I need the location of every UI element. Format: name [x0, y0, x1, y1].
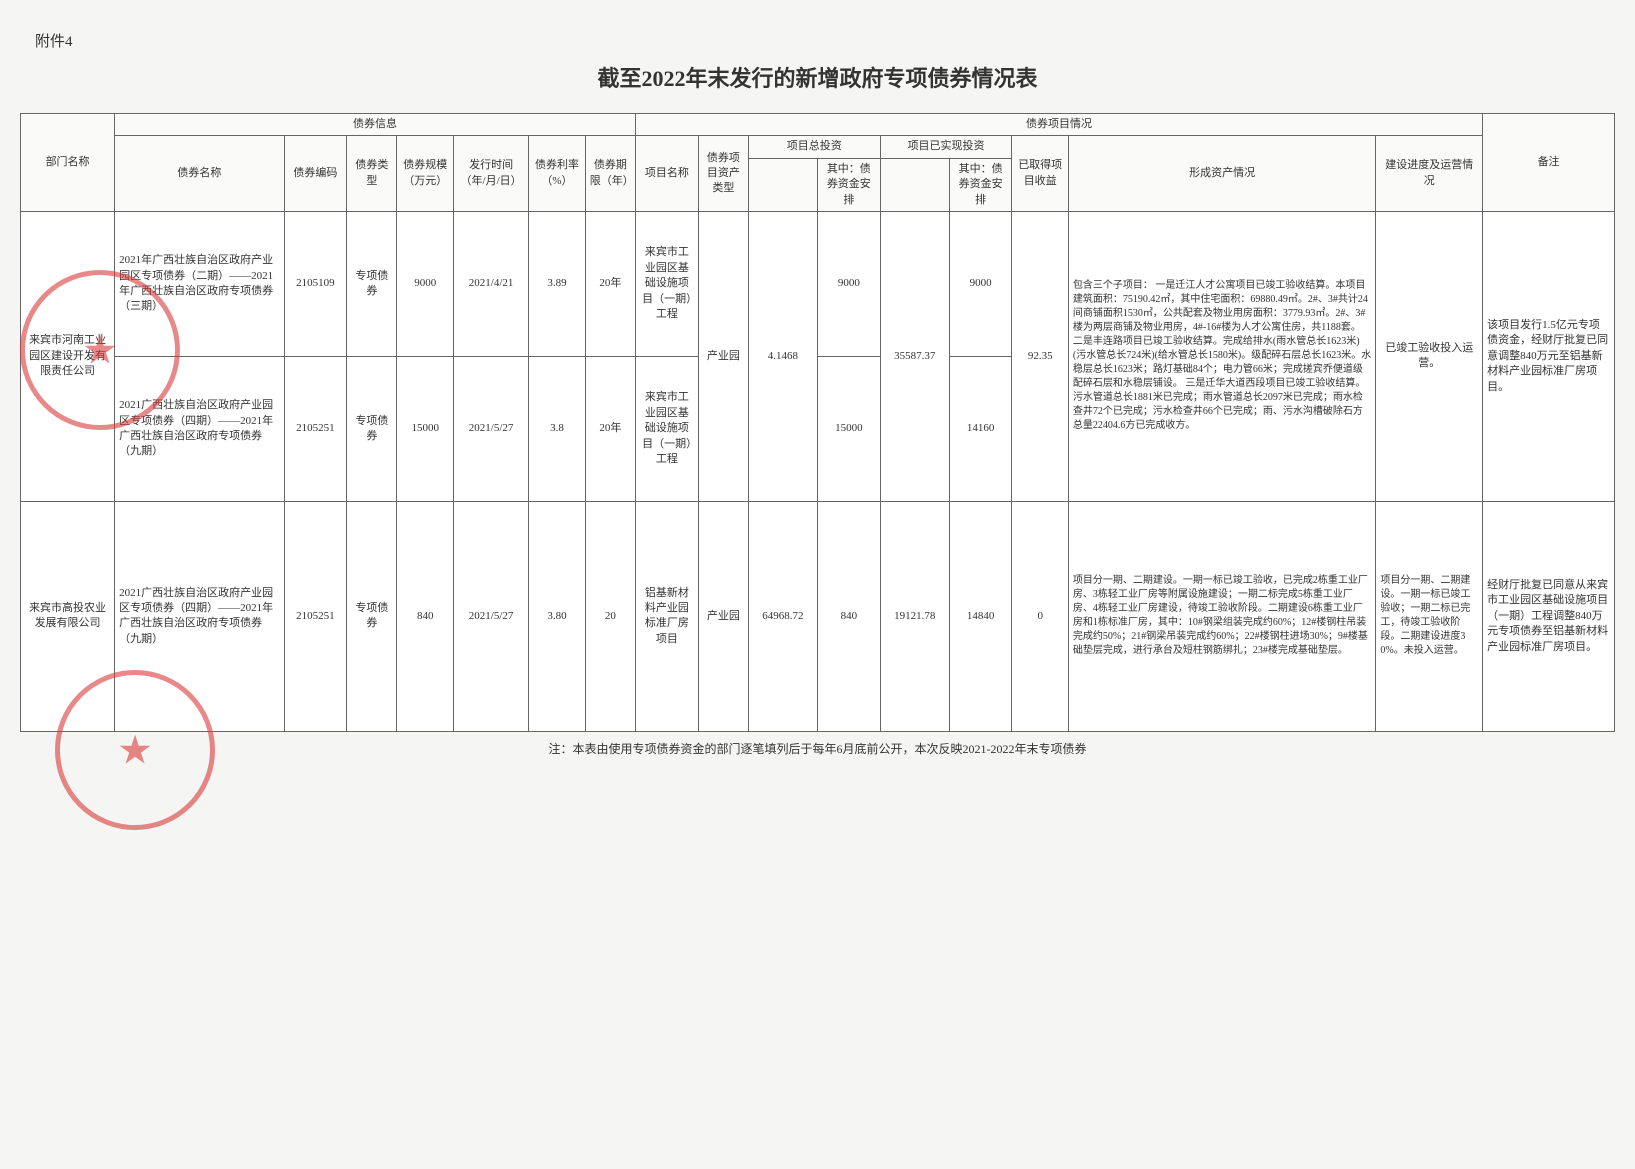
- th-actualsub: 其中：债券资金安排: [949, 158, 1012, 211]
- cell-scale: 9000: [397, 211, 453, 356]
- cell-scale: 840: [397, 501, 453, 731]
- th-scale: 债券规模（万元）: [397, 136, 453, 212]
- cell-remark: 该项目发行1.5亿元专项债资金，经财厅批复已同意调整840万元至铝基新材料产业园…: [1483, 211, 1615, 501]
- th-progress: 建设进度及运营情况: [1376, 136, 1483, 212]
- cell-totalsub: 15000: [817, 356, 880, 501]
- cell-totalsub: 9000: [817, 211, 880, 356]
- cell-proj: 铝基新材料产业园标准厂房项目: [635, 501, 698, 731]
- th-totalsub: 其中：债券资金安排: [817, 158, 880, 211]
- th-asset: 债券项目资产类型: [698, 136, 748, 212]
- cell-code: 2105251: [284, 356, 347, 501]
- cell-actual: 19121.78: [880, 501, 949, 731]
- cell-date: 2021/5/27: [453, 356, 528, 501]
- th-actual-empty: [880, 158, 949, 211]
- th-type: 债券类型: [347, 136, 397, 212]
- cell-code: 2105109: [284, 211, 347, 356]
- cell-term: 20: [585, 501, 635, 731]
- cell-dept: 来宾市河南工业园区建设开发有限责任公司: [21, 211, 115, 501]
- cell-proj: 来宾市工业园区基础设施项目（一期）工程: [635, 356, 698, 501]
- cell-code: 2105251: [284, 501, 347, 731]
- th-remark: 备注: [1483, 114, 1615, 212]
- th-projinfo: 债券项目情况: [635, 114, 1482, 136]
- cell-proj: 来宾市工业园区基础设施项目（一期）工程: [635, 211, 698, 356]
- cell-income: 0: [1012, 501, 1068, 731]
- cell-type: 专项债券: [347, 211, 397, 356]
- cell-remark: 经财厅批复已同意从来宾市工业园区基础设施项目（一期）工程调整840万元专项债券至…: [1483, 501, 1615, 731]
- cell-progress: 已竣工验收投入运营。: [1376, 211, 1483, 501]
- cell-actualsub: 9000: [949, 211, 1012, 356]
- th-total: 项目总投资: [748, 136, 880, 158]
- cell-date: 2021/5/27: [453, 501, 528, 731]
- cell-term: 20年: [585, 211, 635, 356]
- table-row: 来宾市高投农业发展有限公司 2021广西壮族自治区政府产业园区专项债券（四期）—…: [21, 501, 1615, 731]
- cell-total: 4.1468: [748, 211, 817, 501]
- footnote: 注：本表由使用专项债券资金的部门逐笔填列后于每年6月底前公开，本次反映2021-…: [20, 740, 1615, 757]
- th-code: 债券编码: [284, 136, 347, 212]
- cell-scale: 15000: [397, 356, 453, 501]
- th-date: 发行时间（年/月/日）: [453, 136, 528, 212]
- th-proj: 项目名称: [635, 136, 698, 212]
- cell-rate: 3.89: [529, 211, 585, 356]
- cell-bondname: 2021广西壮族自治区政府产业园区专项债券（四期）——2021年广西壮族自治区政…: [115, 356, 284, 501]
- bond-table: 部门名称 债券信息 债券项目情况 备注 债券名称 债券编码 债券类型 债券规模（…: [20, 113, 1615, 732]
- cell-type: 专项债券: [347, 501, 397, 731]
- cell-situation: 包含三个子项目： 一是迁江人才公寓项目已竣工验收结算。本项目建筑面积：75190…: [1068, 211, 1375, 501]
- page-title: 截至2022年末发行的新增政府专项债券情况表: [20, 61, 1615, 93]
- cell-rate: 3.8: [529, 356, 585, 501]
- cell-progress: 项目分一期、二期建设。一期一标已竣工验收；一期二标已完工，待竣工验收阶段。二期建…: [1376, 501, 1483, 731]
- cell-type: 专项债券: [347, 356, 397, 501]
- attachment-label: 附件4: [35, 30, 1615, 51]
- cell-rate: 3.80: [529, 501, 585, 731]
- cell-actual: 35587.37: [880, 211, 949, 501]
- cell-income: 92.35: [1012, 211, 1068, 501]
- cell-date: 2021/4/21: [453, 211, 528, 356]
- cell-actualsub: 14160: [949, 356, 1012, 501]
- th-total-empty: [748, 158, 817, 211]
- th-term: 债券期限（年）: [585, 136, 635, 212]
- cell-asset: 产业园: [698, 211, 748, 501]
- table-row: 来宾市河南工业园区建设开发有限责任公司 2021年广西壮族自治区政府产业园区专项…: [21, 211, 1615, 356]
- th-rate: 债券利率（%）: [529, 136, 585, 212]
- th-income: 已取得项目收益: [1012, 136, 1068, 212]
- cell-bondname: 2021广西壮族自治区政府产业园区专项债券（四期）——2021年广西壮族自治区政…: [115, 501, 284, 731]
- th-situation: 形成资产情况: [1068, 136, 1375, 212]
- cell-total: 64968.72: [748, 501, 817, 731]
- cell-dept: 来宾市高投农业发展有限公司: [21, 501, 115, 731]
- th-actual: 项目已实现投资: [880, 136, 1012, 158]
- th-bondname: 债券名称: [115, 136, 284, 212]
- cell-situation: 项目分一期、二期建设。一期一标已竣工验收，已完成2栋重工业厂房、3栋轻工业厂房等…: [1068, 501, 1375, 731]
- cell-term: 20年: [585, 356, 635, 501]
- cell-totalsub: 840: [817, 501, 880, 731]
- th-dept: 部门名称: [21, 114, 115, 212]
- cell-asset: 产业园: [698, 501, 748, 731]
- cell-actualsub: 14840: [949, 501, 1012, 731]
- th-bondinfo: 债券信息: [115, 114, 636, 136]
- cell-bondname: 2021年广西壮族自治区政府产业园区专项债券（二期）——2021年广西壮族自治区…: [115, 211, 284, 356]
